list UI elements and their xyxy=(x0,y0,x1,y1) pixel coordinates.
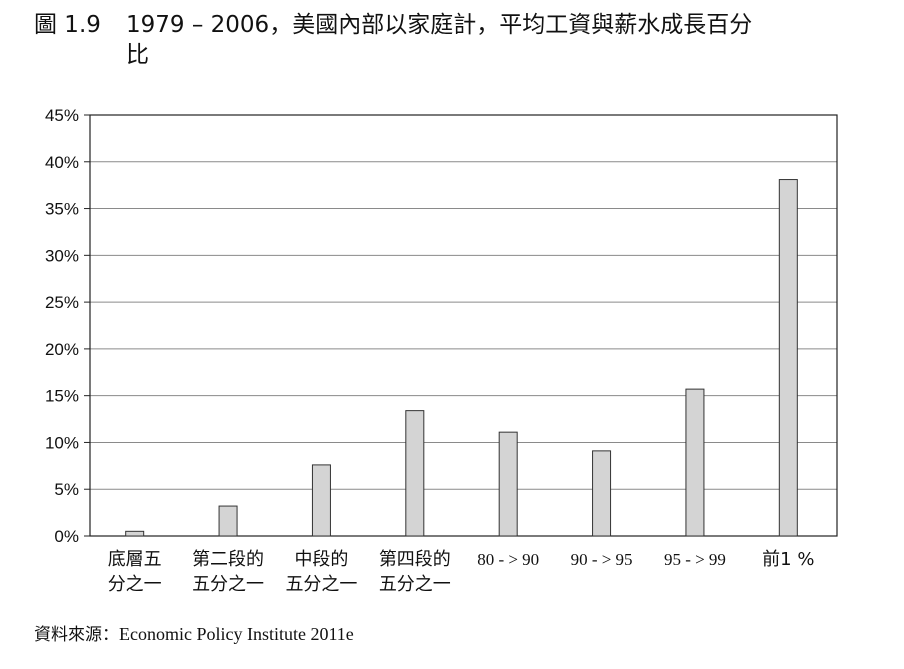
bar xyxy=(218,505,238,537)
bar xyxy=(125,530,145,537)
x-tick-label: 五分之一 xyxy=(285,574,357,595)
y-tick-label: 10% xyxy=(45,433,79,452)
bar xyxy=(685,388,705,537)
y-tick-label: 40% xyxy=(45,153,79,172)
y-tick-label: 5% xyxy=(54,480,79,499)
bar xyxy=(778,179,798,537)
chart-title-line: 圖 1.9 1979 – 2006，美國內部以家庭計，平均工資與薪水成長百分 xyxy=(34,10,874,40)
plot-area-frame xyxy=(89,114,838,537)
x-tick-label: 底層五 xyxy=(108,549,162,570)
x-tick-label: 五分之一 xyxy=(192,574,264,595)
source-line: 資料來源：Economic Policy Institute 2011e xyxy=(34,620,354,645)
y-tick-label: 30% xyxy=(45,246,79,265)
x-tick-label: 第二段的 xyxy=(192,549,264,570)
chart-title-block: 圖 1.9 1979 – 2006，美國內部以家庭計，平均工資與薪水成長百分 比 xyxy=(34,10,874,70)
chart-title: 1979 – 2006，美國內部以家庭計，平均工資與薪水成長百分 xyxy=(126,12,753,38)
source-text: Economic Policy Institute 2011e xyxy=(119,624,354,644)
bar xyxy=(311,464,331,537)
x-tick-label: 分之一 xyxy=(108,574,162,595)
figure-number: 圖 1.9 xyxy=(34,12,101,38)
bar xyxy=(592,450,612,537)
y-tick-label: 25% xyxy=(45,293,79,312)
bar xyxy=(498,431,518,537)
x-tick-label: 中段的 xyxy=(294,549,348,570)
chart-title-continued: 比 xyxy=(126,42,149,68)
x-tick-label: 第四段的 xyxy=(379,549,451,570)
y-tick-label: 35% xyxy=(45,200,79,219)
y-tick-label: 15% xyxy=(45,387,79,406)
x-tick-label: 80 - > 90 xyxy=(477,550,539,569)
y-tick-label: 0% xyxy=(54,527,79,546)
y-tick-label: 45% xyxy=(45,106,79,125)
x-tick-label: 前1 % xyxy=(762,549,814,570)
x-tick-label: 95 - > 99 xyxy=(664,550,726,569)
source-label: 資料來源： xyxy=(34,625,119,645)
bar xyxy=(405,410,425,537)
x-tick-label: 90 - > 95 xyxy=(571,550,633,569)
x-tick-label: 五分之一 xyxy=(379,574,451,595)
y-tick-label: 20% xyxy=(45,340,79,359)
